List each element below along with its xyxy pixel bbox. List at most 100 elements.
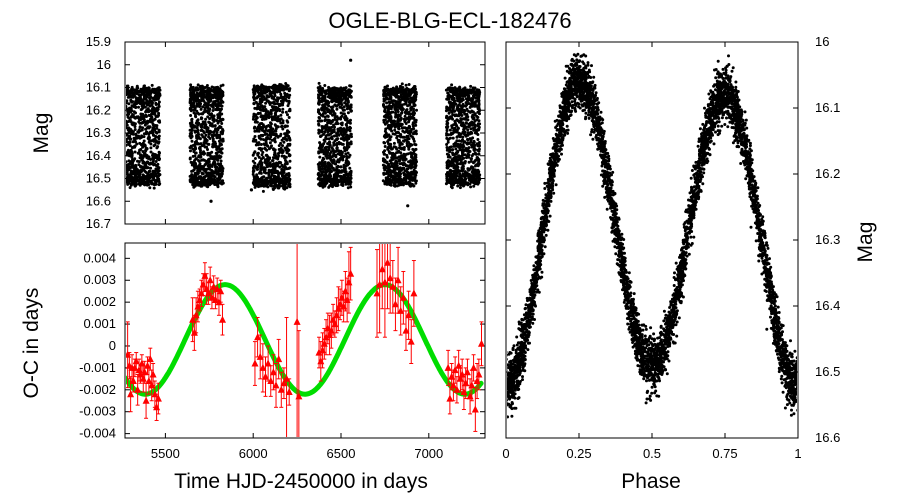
lightcurve-point xyxy=(318,161,322,165)
lightcurve-ytick-label: 16.7 xyxy=(86,216,111,231)
lightcurve-point xyxy=(406,176,410,180)
lightcurve-point xyxy=(217,139,221,143)
lightcurve-point xyxy=(334,92,338,96)
lightcurve-point xyxy=(259,115,263,119)
lightcurve-points xyxy=(126,58,482,208)
lightcurve-point xyxy=(152,163,156,167)
lightcurve-point xyxy=(346,151,350,155)
lightcurve-point xyxy=(331,166,335,170)
lightcurve-point xyxy=(272,105,276,109)
lightcurve-point xyxy=(196,134,200,138)
lightcurve-point xyxy=(129,94,133,98)
lightcurve-point xyxy=(284,176,288,180)
lightcurve-point xyxy=(331,161,335,165)
lightcurve-point xyxy=(450,83,454,87)
lightcurve-point xyxy=(202,141,206,145)
lightcurve-point xyxy=(220,182,224,186)
lightcurve-point xyxy=(157,183,161,187)
lightcurve-point xyxy=(414,143,418,147)
lightcurve-point xyxy=(260,157,263,161)
lightcurve-point xyxy=(339,149,343,153)
lightcurve-point xyxy=(347,89,351,92)
lightcurve-point xyxy=(220,90,224,94)
lightcurve-point xyxy=(277,144,281,148)
lightcurve-point xyxy=(329,105,333,109)
lightcurve-point xyxy=(149,117,152,121)
lightcurve-point xyxy=(413,155,417,158)
lightcurve-point xyxy=(251,166,255,170)
lightcurve-point xyxy=(141,173,145,177)
lightcurve-point xyxy=(316,110,320,114)
lightcurve-point xyxy=(190,131,193,135)
lightcurve-point xyxy=(133,184,137,188)
lightcurve-point xyxy=(344,152,348,156)
lightcurve-point xyxy=(203,120,207,124)
lightcurve-point xyxy=(216,87,220,90)
lightcurve-point xyxy=(265,144,269,148)
lightcurve-point xyxy=(198,146,202,150)
lightcurve-point xyxy=(196,165,200,169)
lightcurve-point xyxy=(414,123,418,127)
lightcurve-point xyxy=(335,134,339,138)
lightcurve-point xyxy=(339,95,343,99)
lightcurve-point xyxy=(264,139,268,143)
lightcurve-point xyxy=(269,122,273,126)
lightcurve-ytick-label: 16.3 xyxy=(86,125,111,140)
lightcurve-point xyxy=(204,141,208,145)
lightcurve-point xyxy=(408,173,412,177)
lightcurve-point xyxy=(270,170,274,174)
lightcurve-point xyxy=(346,121,350,124)
lightcurve-point xyxy=(340,170,343,174)
lightcurve-point xyxy=(277,174,280,178)
lightcurve-point xyxy=(326,92,330,95)
lightcurve-point xyxy=(389,115,393,118)
lightcurve-point xyxy=(407,182,411,186)
lightcurve-point xyxy=(211,124,215,128)
lightcurve-point xyxy=(412,165,416,169)
lightcurve-point xyxy=(262,138,266,142)
lightcurve-point xyxy=(285,92,289,96)
lightcurve-point xyxy=(476,182,480,186)
lightcurve-point xyxy=(393,184,397,188)
lightcurve-point xyxy=(348,84,352,88)
lightcurve-point xyxy=(336,127,340,131)
oc-xtick-label: 6500 xyxy=(327,446,356,461)
lightcurve-point xyxy=(344,182,348,186)
lightcurve-point xyxy=(343,101,347,105)
lightcurve-point xyxy=(145,89,149,93)
lightcurve-point xyxy=(149,161,153,165)
lightcurve-point xyxy=(387,180,391,183)
lightcurve-point xyxy=(272,108,276,112)
lightcurve-point xyxy=(399,124,403,128)
lightcurve-point xyxy=(343,147,347,151)
lightcurve-point xyxy=(321,112,325,116)
lightcurve-point xyxy=(143,101,147,105)
lightcurve-point xyxy=(260,95,264,98)
lightcurve-point xyxy=(259,164,263,168)
lightcurve-point xyxy=(333,112,337,116)
lightcurve-point xyxy=(266,136,270,140)
lightcurve-point xyxy=(213,140,217,144)
lightcurve-point xyxy=(286,129,289,133)
lightcurve-point xyxy=(384,131,388,135)
lightcurve-point xyxy=(323,84,327,87)
lightcurve-point xyxy=(155,91,159,95)
lightcurve-point xyxy=(272,162,276,166)
lightcurve-point xyxy=(283,187,287,191)
lightcurve-point xyxy=(197,183,201,187)
lightcurve-point xyxy=(204,117,208,121)
lightcurve-point xyxy=(333,103,337,107)
lightcurve-point xyxy=(282,183,286,187)
lightcurve-point xyxy=(328,87,332,91)
lightcurve-point xyxy=(267,124,271,127)
lightcurve-point xyxy=(279,121,283,125)
lightcurve-point xyxy=(328,170,332,174)
lightcurve-point xyxy=(209,176,213,179)
lightcurve-point xyxy=(273,180,277,184)
lightcurve-point xyxy=(388,127,392,131)
lightcurve-point xyxy=(256,151,260,155)
lightcurve-point xyxy=(206,153,210,157)
lightcurve-point xyxy=(342,94,346,97)
lightcurve-point xyxy=(136,178,140,182)
lightcurve-point xyxy=(135,142,139,146)
